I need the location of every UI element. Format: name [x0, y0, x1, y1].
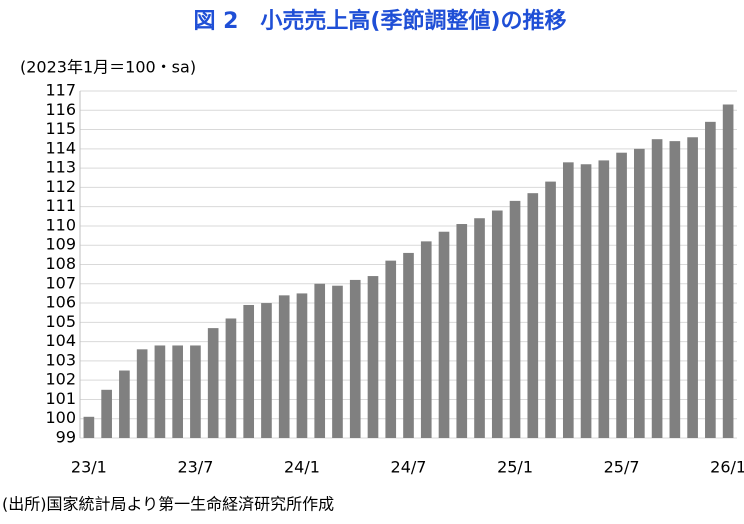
bar — [545, 181, 556, 438]
bar — [527, 193, 539, 438]
bar — [278, 295, 290, 438]
bar — [509, 200, 521, 438]
y-tick-label: 107 — [45, 273, 76, 292]
bar — [101, 389, 112, 438]
bar — [367, 276, 379, 438]
bar — [474, 218, 485, 438]
y-tick-label: 104 — [45, 331, 76, 350]
x-tick-label: 25/7 — [604, 458, 640, 477]
bar — [349, 279, 361, 438]
y-tick-label: 108 — [45, 254, 76, 273]
y-tick-label: 105 — [45, 312, 76, 331]
y-axis-label: (2023年1月＝100・sa) — [20, 58, 196, 77]
y-tick-label: 116 — [45, 100, 76, 119]
bar — [225, 318, 237, 438]
bar — [332, 285, 343, 438]
bar — [314, 283, 326, 438]
x-tick-label: 23/1 — [71, 458, 107, 477]
x-tick-label: 26/1 — [710, 458, 744, 477]
bar — [385, 260, 397, 438]
x-tick-label: 25/1 — [497, 458, 533, 477]
y-tick-label: 101 — [45, 389, 76, 408]
y-tick-label: 109 — [45, 235, 76, 254]
bar — [598, 160, 610, 438]
x-tick-label: 23/7 — [177, 458, 213, 477]
bar — [420, 241, 432, 438]
y-tick-label: 114 — [45, 138, 76, 157]
bar — [687, 137, 698, 438]
bar — [190, 345, 201, 438]
bar — [172, 345, 183, 438]
bar — [243, 304, 255, 438]
y-tick-label: 103 — [45, 350, 76, 369]
bar — [562, 162, 574, 439]
bar — [722, 104, 734, 438]
bar — [403, 252, 414, 438]
bar — [438, 231, 450, 438]
bar — [651, 139, 663, 438]
bar — [119, 370, 130, 438]
bar — [580, 164, 592, 438]
y-tick-label: 102 — [45, 370, 76, 389]
bar — [705, 121, 716, 438]
y-tick-label: 112 — [45, 177, 76, 196]
chart-title: 図 2 小売売上高(季節調整値)の推移 — [193, 8, 566, 34]
y-tick-label: 113 — [45, 158, 76, 177]
bar — [456, 224, 468, 438]
y-tick-label: 117 — [45, 81, 76, 100]
bar — [136, 349, 148, 438]
y-tick-label: 111 — [45, 196, 76, 215]
source-note: (出所)国家統計局より第一生命経済研究所作成 — [2, 495, 334, 514]
bar — [154, 345, 166, 438]
x-tick-label: 24/1 — [284, 458, 320, 477]
y-tick-label: 106 — [45, 293, 76, 312]
y-tick-label: 99 — [56, 428, 76, 447]
bar — [296, 293, 308, 438]
x-tick-label: 24/7 — [391, 458, 427, 477]
y-tick-label: 100 — [45, 408, 76, 427]
y-tick-label: 110 — [45, 215, 76, 234]
bar — [669, 141, 681, 438]
bar — [634, 148, 645, 439]
bar — [491, 210, 503, 438]
y-tick-label: 115 — [45, 119, 76, 138]
bar — [261, 303, 272, 438]
bar — [83, 416, 95, 438]
bar — [207, 328, 219, 438]
bar — [616, 152, 627, 438]
